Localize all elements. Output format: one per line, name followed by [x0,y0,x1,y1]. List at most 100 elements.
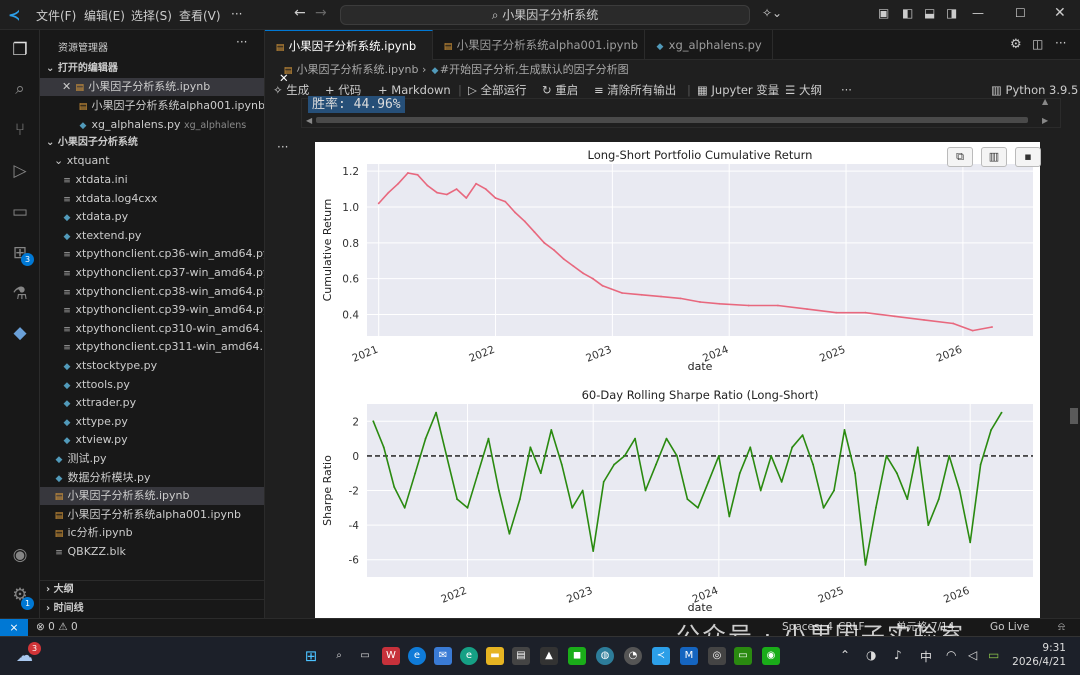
file-item[interactable]: ≡ xtpythonclient.cp310-win_amd64.pyd [40,320,264,338]
clear-outputs-button[interactable]: ≡ 清除所有输出 [594,83,677,97]
network-app-icon[interactable]: ◑ [866,648,877,662]
outline-button[interactable]: ☰ 大纲 [785,83,822,97]
copilot-icon[interactable]: ✧⌄ [762,6,783,20]
file-item[interactable]: ▤ 小果因子分析系统alpha001.ipynb [40,506,264,524]
explorer-more-icon[interactable]: ··· [236,35,248,49]
horizontal-scrollbar[interactable] [316,117,1028,123]
toggle-panel-icon[interactable]: ⬓ [924,6,936,20]
gear-icon[interactable]: ⚙ [1010,37,1022,52]
maximize-icon[interactable]: ☐ [1015,6,1026,20]
generate-button[interactable]: ✧ 生成 [273,83,310,97]
remote-explorer-icon[interactable]: ▭ [11,202,29,222]
menu-file[interactable]: 文件(F) [36,9,77,23]
problems-indicator[interactable]: ⊗ 0 ⚠ 0 [36,621,78,633]
save-image-icon[interactable]: ▪ [1015,147,1041,167]
folder-xtquant[interactable]: ⌄ xtquant [54,154,110,167]
layout-icon[interactable]: ▣ [878,6,890,20]
toggle-secondary-sidebar-icon[interactable]: ◨ [946,6,958,20]
scroll-right-icon[interactable]: ▶ [1042,116,1049,125]
tab-alpha001-notebook[interactable]: ▤ 小果因子分析系统alpha001.ipynb [433,30,645,60]
add-code-button[interactable]: + 代码 [325,83,362,97]
restart-button[interactable]: ↻ 重启 [542,83,579,97]
open-editor-item[interactable]: ▤ 小果因子分析系统alpha001.ipynb [40,97,264,115]
file-item[interactable]: ◆ xtextend.py [40,227,264,245]
more-actions-icon[interactable]: ··· [1055,36,1067,50]
cell-more-icon[interactable]: ··· [277,140,289,154]
back-arrow-icon[interactable]: ← [294,5,306,21]
file-item[interactable]: ◆ xttype.py [40,413,264,431]
browser-icon[interactable]: e [460,647,478,665]
run-debug-icon[interactable]: ▷ [13,161,27,181]
volume-icon[interactable]: ◁ [968,648,978,662]
file-item[interactable]: ◆ xtdata.py [40,208,264,226]
edge-icon[interactable]: e [408,647,426,665]
file-item[interactable]: ◆ xttools.py [40,376,264,394]
mail-icon[interactable]: ✉ [434,647,452,665]
go-live-button[interactable]: Go Live [990,621,1030,633]
account-icon[interactable]: ◉ [12,545,28,565]
indentation-status[interactable]: Spaces: 4 [782,621,834,633]
vscode-taskbar-icon[interactable]: ≺ [652,647,670,665]
file-item[interactable]: ▤ ic分析.ipynb [40,524,264,542]
wifi-icon[interactable]: ◠ [946,648,957,662]
breadcrumb-section[interactable]: #开始因子分析,生成默认的因子分析图 [439,63,629,76]
close-icon[interactable]: ✕ [279,71,289,85]
file-item[interactable]: ◆ xttrader.py [40,394,264,412]
ime-indicator[interactable]: 中 [920,650,933,664]
microphone-icon[interactable]: ♪ [894,648,902,662]
command-center-search[interactable]: ⌕ 小果因子分析系统 [340,5,750,25]
eol-status[interactable]: CRLF [838,621,865,633]
terminal-icon[interactable]: ▭ [734,647,752,665]
app-icon[interactable]: ▲ [540,647,558,665]
clock-time[interactable]: 9:31 [1042,642,1066,654]
scroll-left-icon[interactable]: ◀ [306,116,313,125]
breadcrumb-file[interactable]: 小果因子分析系统.ipynb [296,63,419,76]
close-icon[interactable]: ✕ [1054,5,1066,21]
file-item[interactable]: ◆ xtview.py [40,431,264,449]
tool-icon[interactable]: ◔ [624,647,642,665]
file-item[interactable]: ≡ xtdata.log4cxx [40,190,264,208]
close-icon[interactable]: ✕ [62,80,75,93]
file-item[interactable]: ≡ QBKZZ.blk [40,543,264,561]
search-icon[interactable]: ⌕ [15,79,25,99]
wps-icon[interactable]: W [382,647,400,665]
kernel-picker[interactable]: ▥ Python 3.9.5 [991,83,1079,97]
snipping-icon[interactable]: ◎ [708,647,726,665]
source-control-icon[interactable]: ⑂ [14,120,26,140]
toggle-sidebar-icon[interactable]: ◧ [902,6,914,20]
notification-bell-icon[interactable]: ⍾ [1058,621,1065,633]
copy-image-icon[interactable]: ⧉ [947,147,973,167]
toolbar-more-icon[interactable]: ··· [841,83,852,97]
project-header[interactable]: ⌄ 小果因子分析系统 [46,137,138,148]
clock-date[interactable]: 2026/4/21 [1012,656,1066,668]
remote-indicator-icon[interactable]: ⨯ [0,619,28,637]
wechat-icon[interactable]: ◉ [762,647,780,665]
vertical-scrollbar-thumb[interactable] [1070,408,1078,424]
file-item[interactable]: ≡ xtpythonclient.cp37-win_amd64.pyd [40,264,264,282]
outline-header[interactable]: › 大纲 [40,580,264,598]
split-editor-icon[interactable]: ◫ [1032,37,1044,51]
tab-xg-alphalens[interactable]: ◆ xg_alphalens.py [645,30,773,60]
timeline-header[interactable]: › 时间线 [40,599,264,617]
task-view-icon[interactable]: ▭ [360,650,370,661]
jupyter-variables-button[interactable]: ▦ Jupyter 变量 [697,83,780,97]
menu-view[interactable]: 查看(V) [179,9,221,23]
file-explorer-icon[interactable]: ▬ [486,647,504,665]
scroll-up-icon[interactable]: ▲ [1042,97,1049,106]
add-markdown-button[interactable]: + Markdown [378,83,451,97]
start-icon[interactable]: ⊞ [304,647,318,665]
menu-edit[interactable]: 编辑(E) [84,9,125,23]
chart-view-icon[interactable]: ▥ [981,147,1007,167]
cell-status[interactable]: 单元格 7/14 [896,621,955,633]
file-item[interactable]: ≡ xtpythonclient.cp38-win_amd64.pyd [40,283,264,301]
wechat-work-icon[interactable]: ◼ [568,647,586,665]
battery-icon[interactable]: ▭ [988,648,1000,662]
file-item[interactable]: ≡ xtpythonclient.cp36-win_amd64.pyd [40,245,264,263]
run-all-button[interactable]: ▷ 全部运行 [468,83,527,97]
python-icon[interactable]: ◆ [13,323,27,343]
file-item[interactable]: ◆ 测试.py [40,450,264,468]
open-editor-item[interactable]: ✕ ▤ 小果因子分析系统.ipynb [40,78,264,96]
file-item[interactable]: ≡ xtdata.ini [40,171,264,189]
minimize-icon[interactable]: — [972,6,984,20]
open-editor-item[interactable]: ◆ xg_alphalens.py xg_alphalens [40,116,264,134]
